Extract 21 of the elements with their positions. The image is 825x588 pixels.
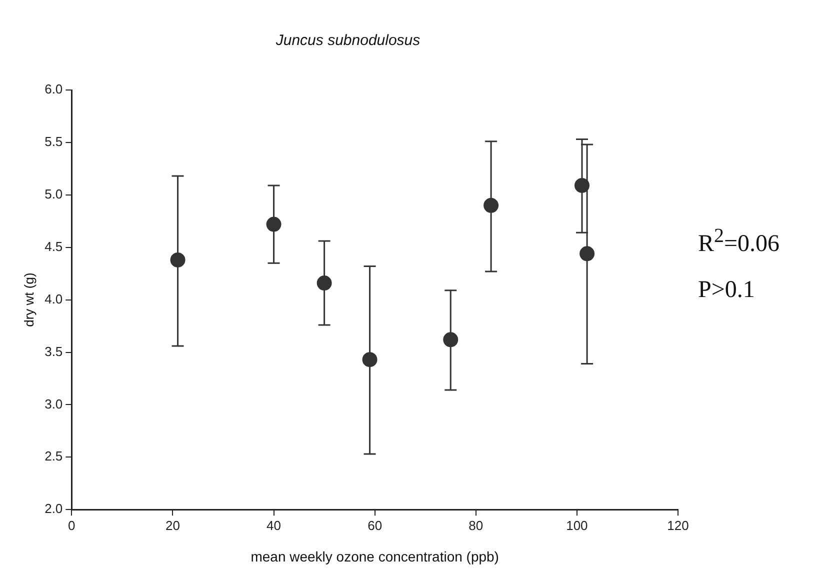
x-tick-label: 100 (566, 518, 588, 533)
x-tick-label: 60 (368, 518, 382, 533)
x-tick-label: 80 (468, 518, 484, 533)
x-tick-label: 120 (667, 518, 689, 533)
y-tick-label: 5.0 (44, 186, 63, 202)
y-axis-title: dry wt (g) (21, 272, 36, 327)
text: P>0.1 (698, 276, 756, 305)
y-tick-label: 5.5 (44, 134, 63, 150)
text: R$^{2}$=0.06 (698, 224, 780, 259)
y-tick-label: 3.0 (44, 396, 63, 412)
y-tick-label: 4.0 (44, 291, 63, 306)
x-tick-label: 0 (68, 518, 76, 533)
x-tick-label: 20 (165, 518, 180, 533)
y-tick-label: 4.5 (44, 238, 63, 254)
chart-title: Juncus subnodulosus (274, 32, 421, 50)
y-tick-label: 2.0 (44, 501, 63, 516)
x-axis-title: mean weekly ozone concentration (ppb) (250, 548, 499, 564)
x-tick-label: 40 (266, 518, 282, 533)
y-tick-label: 6.0 (44, 82, 63, 97)
y-tick-label: 3.5 (44, 344, 63, 359)
y-tick-label: 2.5 (44, 448, 63, 464)
